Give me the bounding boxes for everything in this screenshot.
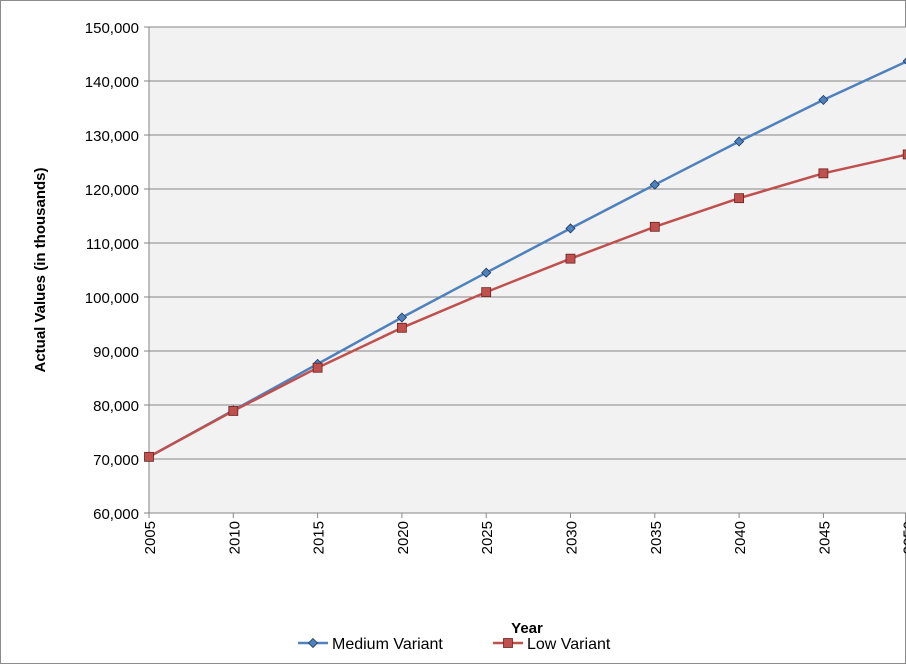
y-tick-label: 100,000 xyxy=(85,290,139,307)
x-tick-label: 2005 xyxy=(142,521,159,554)
data-point-square xyxy=(481,287,492,298)
legend-label: Low Variant xyxy=(527,636,611,653)
data-point-square xyxy=(734,193,744,204)
y-tick-label: 150,000 xyxy=(85,20,139,37)
plot-area xyxy=(149,27,906,513)
data-point-diamond xyxy=(649,179,660,190)
y-tick-label: 110,000 xyxy=(86,236,139,253)
x-tick-label: 2015 xyxy=(311,521,328,554)
x-axis-title: Year xyxy=(511,620,543,637)
series-line xyxy=(148,153,906,458)
legend-item: Low Variant xyxy=(493,636,611,653)
series-low-variant xyxy=(144,149,906,462)
data-point-square xyxy=(902,149,906,160)
y-axis-title: Actual Values (in thousands) xyxy=(32,167,49,372)
data-point-diamond xyxy=(902,57,906,65)
data-point-square xyxy=(649,221,660,232)
data-point-square xyxy=(144,451,154,462)
y-tick-label: 90,000 xyxy=(93,344,139,361)
x-tick-label: 2020 xyxy=(395,521,412,554)
legend-label: Medium Variant xyxy=(332,636,443,653)
x-tick-label: 2045 xyxy=(816,521,833,554)
y-tick-label: 70,000 xyxy=(93,452,139,469)
y-axis-ticks: 60,000 70,000 80,000 90,000 100,000 110,000 12… xyxy=(85,20,149,523)
data-point-square xyxy=(228,406,239,416)
data-point-diamond xyxy=(734,136,745,147)
series-group xyxy=(143,57,906,462)
legend-marker-diamond xyxy=(307,637,319,649)
x-tick-label: 2025 xyxy=(479,521,496,554)
x-tick-label: 2040 xyxy=(732,521,749,554)
x-axis-ticks: 2005 2010 2015 2020 2025 2030 2035 2040 2045 2050 xyxy=(142,513,906,554)
data-point-square xyxy=(396,322,407,333)
data-point-diamond xyxy=(565,223,576,234)
y-tick-label: 130,000 xyxy=(85,128,139,145)
data-point-diamond xyxy=(818,94,829,105)
x-tick-label: 2050 xyxy=(901,521,906,554)
y-tick-label: 140,000 xyxy=(85,74,139,91)
x-tick-label: 2035 xyxy=(648,521,665,554)
data-point-square xyxy=(312,362,323,373)
gridlines xyxy=(149,26,906,460)
y-tick-label: 60,000 xyxy=(93,506,139,523)
x-tick-label: 2010 xyxy=(226,521,243,554)
data-point-square xyxy=(565,253,576,264)
legend-item: Medium Variant xyxy=(298,636,443,653)
data-point-square xyxy=(818,168,829,179)
x-tick-label: 2030 xyxy=(564,521,581,554)
data-point-diamond xyxy=(396,312,407,323)
y-tick-label: 120,000 xyxy=(85,182,139,199)
data-point-diamond xyxy=(481,267,492,278)
series-line xyxy=(148,60,906,458)
y-tick-label: 80,000 xyxy=(93,398,139,415)
legend-marker-square xyxy=(503,638,513,648)
legend: Medium Variant Low Variant xyxy=(298,636,611,653)
